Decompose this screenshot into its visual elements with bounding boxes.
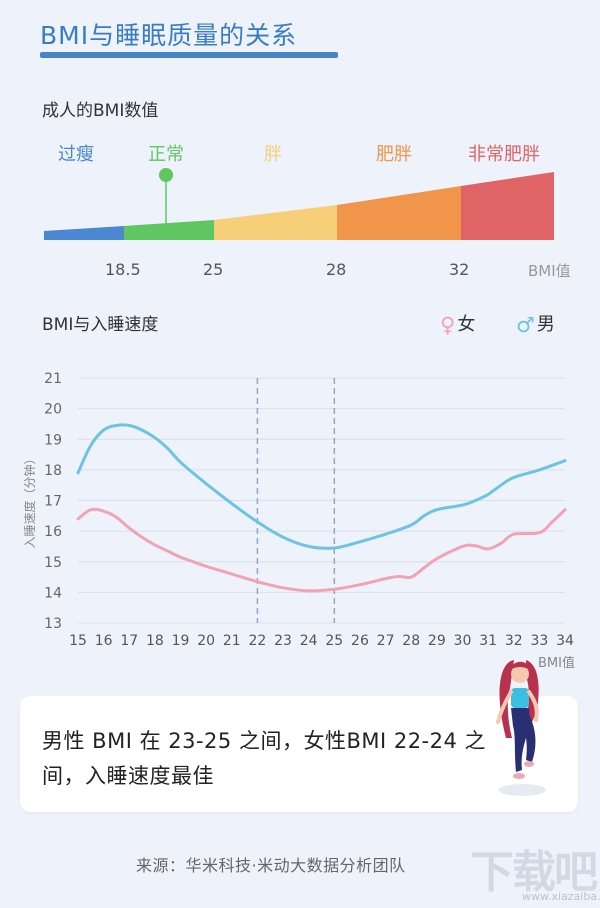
bmi-segment-normal — [124, 220, 214, 240]
sleep-speed-line-chart: 13 14 15 16 17 18 19 20 21 15 16 17 18 19 20 21 22 23 24 25… — [22, 371, 575, 671]
x-tick-label-27: 27 — [377, 633, 395, 649]
x-tick-label-28: 28 — [402, 633, 420, 649]
x-tick-label-16: 16 — [95, 633, 113, 649]
x-tick-label-17: 17 — [120, 633, 138, 649]
chart-title: BMI与入睡速度 — [42, 315, 159, 335]
title-underline — [40, 52, 338, 58]
female-symbol-icon: ♀ — [440, 313, 456, 337]
y-tick-label-19: 19 — [44, 432, 62, 448]
category-very-obese-label: 非常肥胖 — [468, 144, 540, 165]
bmi-scale-bar — [44, 168, 554, 240]
x-tick-label-25: 25 — [325, 633, 343, 649]
bmi-tick-18-5: 18.5 — [105, 260, 141, 279]
bmi-tick-32: 32 — [449, 260, 470, 279]
category-underweight-label: 过瘦 — [58, 144, 94, 165]
legend-female-label: 女 — [457, 314, 476, 335]
x-tick-label-24: 24 — [300, 633, 318, 649]
bmi-segment-underweight — [44, 226, 124, 240]
x-tick-label-15: 15 — [69, 633, 87, 649]
bmi-segment-very-obese — [461, 172, 554, 240]
x-tick-label-19: 19 — [172, 633, 190, 649]
y-tick-label-15: 15 — [44, 555, 62, 571]
x-tick-label-33: 33 — [530, 633, 548, 649]
category-overweight-label: 胖 — [264, 144, 282, 165]
x-axis-label: BMI值 — [538, 655, 575, 671]
legend-female: ♀ 女 — [440, 310, 475, 337]
x-tick-label-18: 18 — [146, 633, 164, 649]
page-title: BMI与睡眠质量的关系 — [40, 21, 298, 50]
x-tick-label-22: 22 — [249, 633, 267, 649]
y-tick-label-13: 13 — [44, 616, 62, 632]
x-tick-label-20: 20 — [197, 633, 215, 649]
summary-text: 男性 BMI 在 23-25 之间，女性BMI 22-24 之间，入睡速度最佳 — [42, 729, 487, 788]
female-series-line — [76, 507, 567, 593]
normal-marker-dot — [159, 168, 173, 182]
y-tick-label-21: 21 — [44, 371, 62, 387]
x-tick-label-30: 30 — [454, 633, 472, 649]
y-axis-label: 入睡速度（分钟） — [22, 452, 37, 548]
x-tick-label-32: 32 — [505, 633, 523, 649]
bmi-section-title: 成人的BMI数值 — [42, 101, 159, 121]
y-tick-label-14: 14 — [44, 585, 62, 601]
bmi-tick-28: 28 — [326, 260, 347, 279]
x-tick-label-34: 34 — [556, 633, 574, 649]
x-tick-label-31: 31 — [479, 633, 497, 649]
y-tick-label-17: 17 — [44, 494, 62, 510]
woman-illustration — [496, 660, 546, 796]
y-tick-label-18: 18 — [44, 463, 62, 479]
summary-card — [20, 696, 578, 812]
source-note: 来源：华米科技·米动大数据分析团队 — [136, 856, 406, 875]
x-tick-label-23: 23 — [274, 633, 292, 649]
category-normal-label: 正常 — [148, 144, 184, 165]
bmi-segment-overweight — [214, 205, 337, 240]
watermark-logo: 下载吧 — [470, 847, 598, 898]
watermark-url: www.xiazaiba.com — [522, 890, 600, 903]
bmi-unit-label: BMI值 — [528, 262, 571, 280]
bmi-tick-25: 25 — [203, 260, 224, 279]
category-obese-label: 肥胖 — [376, 144, 412, 165]
male-symbol-icon: ♂ — [516, 313, 535, 337]
legend-male-label: 男 — [536, 314, 555, 335]
male-series-line — [76, 423, 567, 550]
legend-male: ♂ 男 — [516, 310, 555, 337]
y-tick-label-20: 20 — [44, 402, 62, 418]
bmi-segment-obese — [337, 186, 461, 240]
x-tick-label-29: 29 — [428, 633, 446, 649]
x-tick-label-21: 21 — [223, 633, 241, 649]
x-tick-label-26: 26 — [351, 633, 369, 649]
y-tick-label-16: 16 — [44, 524, 62, 540]
